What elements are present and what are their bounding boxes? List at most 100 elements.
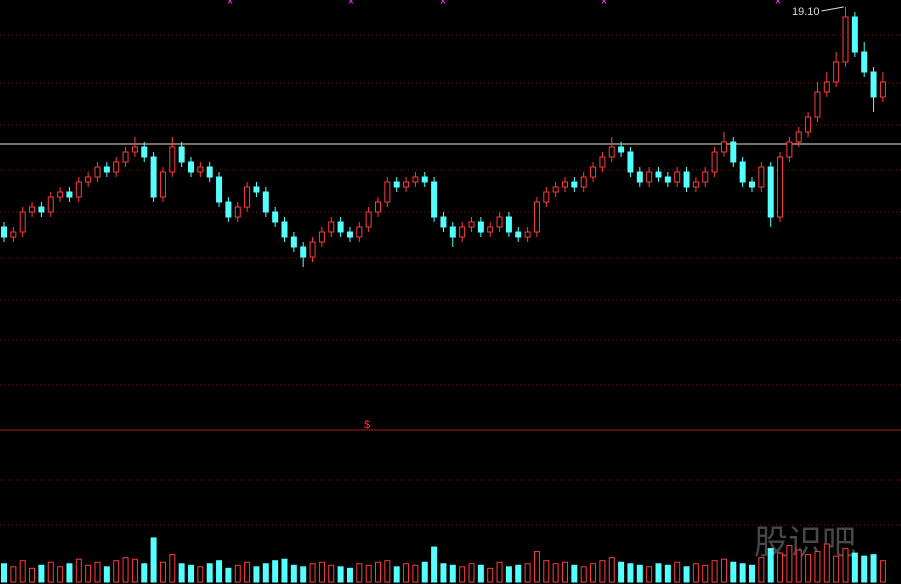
volume-bar xyxy=(113,560,120,583)
volume-bar xyxy=(655,563,662,583)
marker: × xyxy=(227,0,233,8)
candle-body xyxy=(38,206,45,213)
candle-body xyxy=(767,166,774,218)
top-markers: × × × × × xyxy=(227,0,781,8)
candle-body xyxy=(57,191,64,198)
candle-body xyxy=(468,221,475,228)
candle-body xyxy=(655,171,662,178)
volume-bar xyxy=(19,560,26,583)
volume-bar xyxy=(805,554,812,583)
volume-bar xyxy=(66,563,73,583)
candle-body xyxy=(19,211,26,233)
candle-body xyxy=(188,161,194,173)
volume-bar xyxy=(515,564,522,583)
candle-body xyxy=(122,151,129,163)
volume-bar xyxy=(683,566,690,583)
candle-body xyxy=(879,81,886,98)
candle-body xyxy=(618,146,625,153)
candle-body xyxy=(356,226,363,238)
candle-body xyxy=(720,141,727,153)
volume-bar xyxy=(103,566,110,583)
volume-bar xyxy=(300,566,307,583)
volume-bar xyxy=(57,566,64,583)
volume-bar xyxy=(356,563,363,583)
volume-bar xyxy=(823,543,830,583)
marker: × xyxy=(348,0,354,8)
volume-bar xyxy=(309,563,316,583)
volume-bar xyxy=(272,560,279,583)
candle-body xyxy=(711,151,718,173)
volume-bar xyxy=(543,560,550,583)
volume-bar xyxy=(346,567,353,583)
candle-body xyxy=(272,211,279,223)
candle-body xyxy=(328,221,335,233)
candle-body xyxy=(599,156,606,168)
candle-body xyxy=(225,201,232,218)
volume-bar xyxy=(646,566,653,583)
volume-bar xyxy=(533,551,540,583)
candle-body xyxy=(290,236,297,248)
candle-body xyxy=(131,146,138,153)
candle-body xyxy=(309,241,316,258)
annotation-arrow xyxy=(821,6,844,12)
volume-bar xyxy=(290,564,297,583)
volume-bar xyxy=(421,561,428,583)
candle-body xyxy=(159,171,166,198)
candle-body xyxy=(674,171,681,183)
volume-bar xyxy=(85,564,92,583)
volume-bar xyxy=(206,563,213,583)
candle-body xyxy=(786,141,793,158)
volume-bar xyxy=(870,554,877,583)
candle-body xyxy=(365,211,372,228)
volume-bar xyxy=(188,564,194,583)
volume-bar xyxy=(552,563,559,583)
candle-body xyxy=(216,176,223,203)
volume-bar xyxy=(739,563,746,583)
volume-bar xyxy=(253,566,260,583)
marker: × xyxy=(775,0,781,8)
candle-body xyxy=(178,146,185,163)
candle-body xyxy=(777,156,784,218)
volume-bar xyxy=(225,567,232,583)
volume-bar xyxy=(505,566,512,583)
marker: × xyxy=(440,0,446,8)
candle-body xyxy=(403,181,410,188)
volume-bar xyxy=(590,563,597,583)
candle-body xyxy=(608,146,615,158)
annotation-label: 19.10 xyxy=(792,6,820,18)
volume-bar xyxy=(477,564,484,583)
candle-body xyxy=(646,171,653,183)
volume-bar xyxy=(75,558,82,583)
candle-body xyxy=(515,231,522,238)
volume-bar xyxy=(496,561,503,583)
candle-body xyxy=(692,181,699,188)
volume-label: $ xyxy=(364,419,370,431)
candle-body xyxy=(449,226,456,238)
volume-bar xyxy=(141,563,148,583)
candle-body xyxy=(150,156,157,198)
volume-bar xyxy=(403,563,410,583)
volume-bar xyxy=(720,558,727,583)
candle-body xyxy=(749,181,755,188)
candle-body xyxy=(94,166,101,178)
volume-bar xyxy=(234,564,241,583)
candle-body xyxy=(562,181,568,188)
volume-bar xyxy=(702,564,709,583)
volume-bar xyxy=(487,567,494,583)
volume-bar xyxy=(468,563,475,583)
volume-bar xyxy=(599,560,606,583)
volume-bar xyxy=(412,564,419,583)
candle-body xyxy=(337,221,344,233)
candle-body xyxy=(412,176,419,183)
volume-bar xyxy=(692,563,699,583)
volume-bar xyxy=(1,563,7,583)
volume-bar xyxy=(730,561,737,583)
candle-body xyxy=(851,16,858,53)
volume-bar xyxy=(608,557,615,583)
candle-body xyxy=(870,71,877,98)
candle-body xyxy=(590,166,597,178)
candle-body xyxy=(234,206,241,218)
candle-body xyxy=(683,171,690,188)
candle-body xyxy=(842,16,849,63)
